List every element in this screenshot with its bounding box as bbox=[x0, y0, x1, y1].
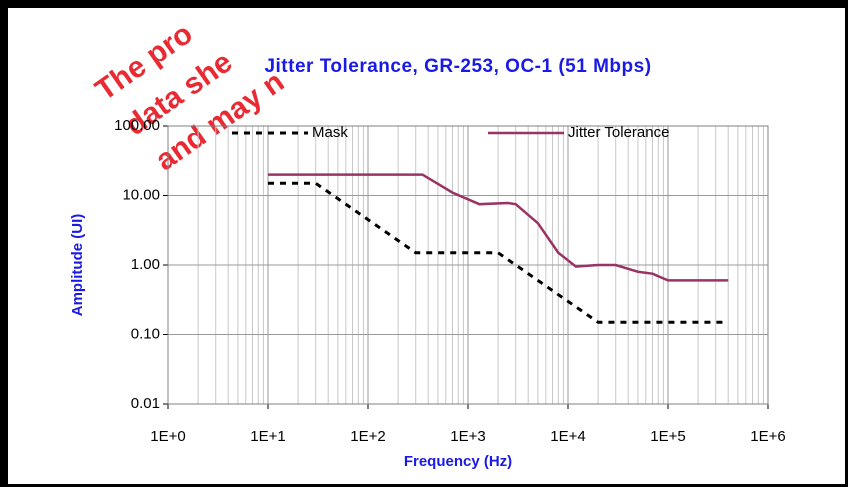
legend-label: Jitter Tolerance bbox=[568, 124, 669, 141]
y-tick-label: 1.00 bbox=[131, 256, 160, 273]
plot-border bbox=[167, 125, 769, 405]
x-tick-label: 1E+4 bbox=[550, 428, 585, 445]
x-tick-label: 1E+2 bbox=[350, 428, 385, 445]
x-tick-label: 1E+3 bbox=[450, 428, 485, 445]
chart-title: Jitter Tolerance, GR-253, OC-1 (51 Mbps) bbox=[264, 56, 651, 77]
legend-label: Mask bbox=[312, 124, 348, 141]
y-tick-label: 100.00 bbox=[114, 117, 160, 134]
x-tick-label: 1E+0 bbox=[150, 428, 185, 445]
x-axis-label: Frequency (Hz) bbox=[404, 453, 512, 470]
y-tick-label: 0.01 bbox=[131, 395, 160, 412]
x-tick-label: 1E+5 bbox=[650, 428, 685, 445]
series-line bbox=[268, 181, 729, 324]
x-tick-label: 1E+1 bbox=[250, 428, 285, 445]
y-axis-label: Amplitude (UI) bbox=[69, 214, 86, 317]
x-tick-label: 1E+6 bbox=[750, 428, 785, 445]
y-tick-label: 0.10 bbox=[131, 325, 160, 342]
series-line bbox=[268, 173, 729, 282]
y-tick-label: 10.00 bbox=[122, 186, 160, 203]
